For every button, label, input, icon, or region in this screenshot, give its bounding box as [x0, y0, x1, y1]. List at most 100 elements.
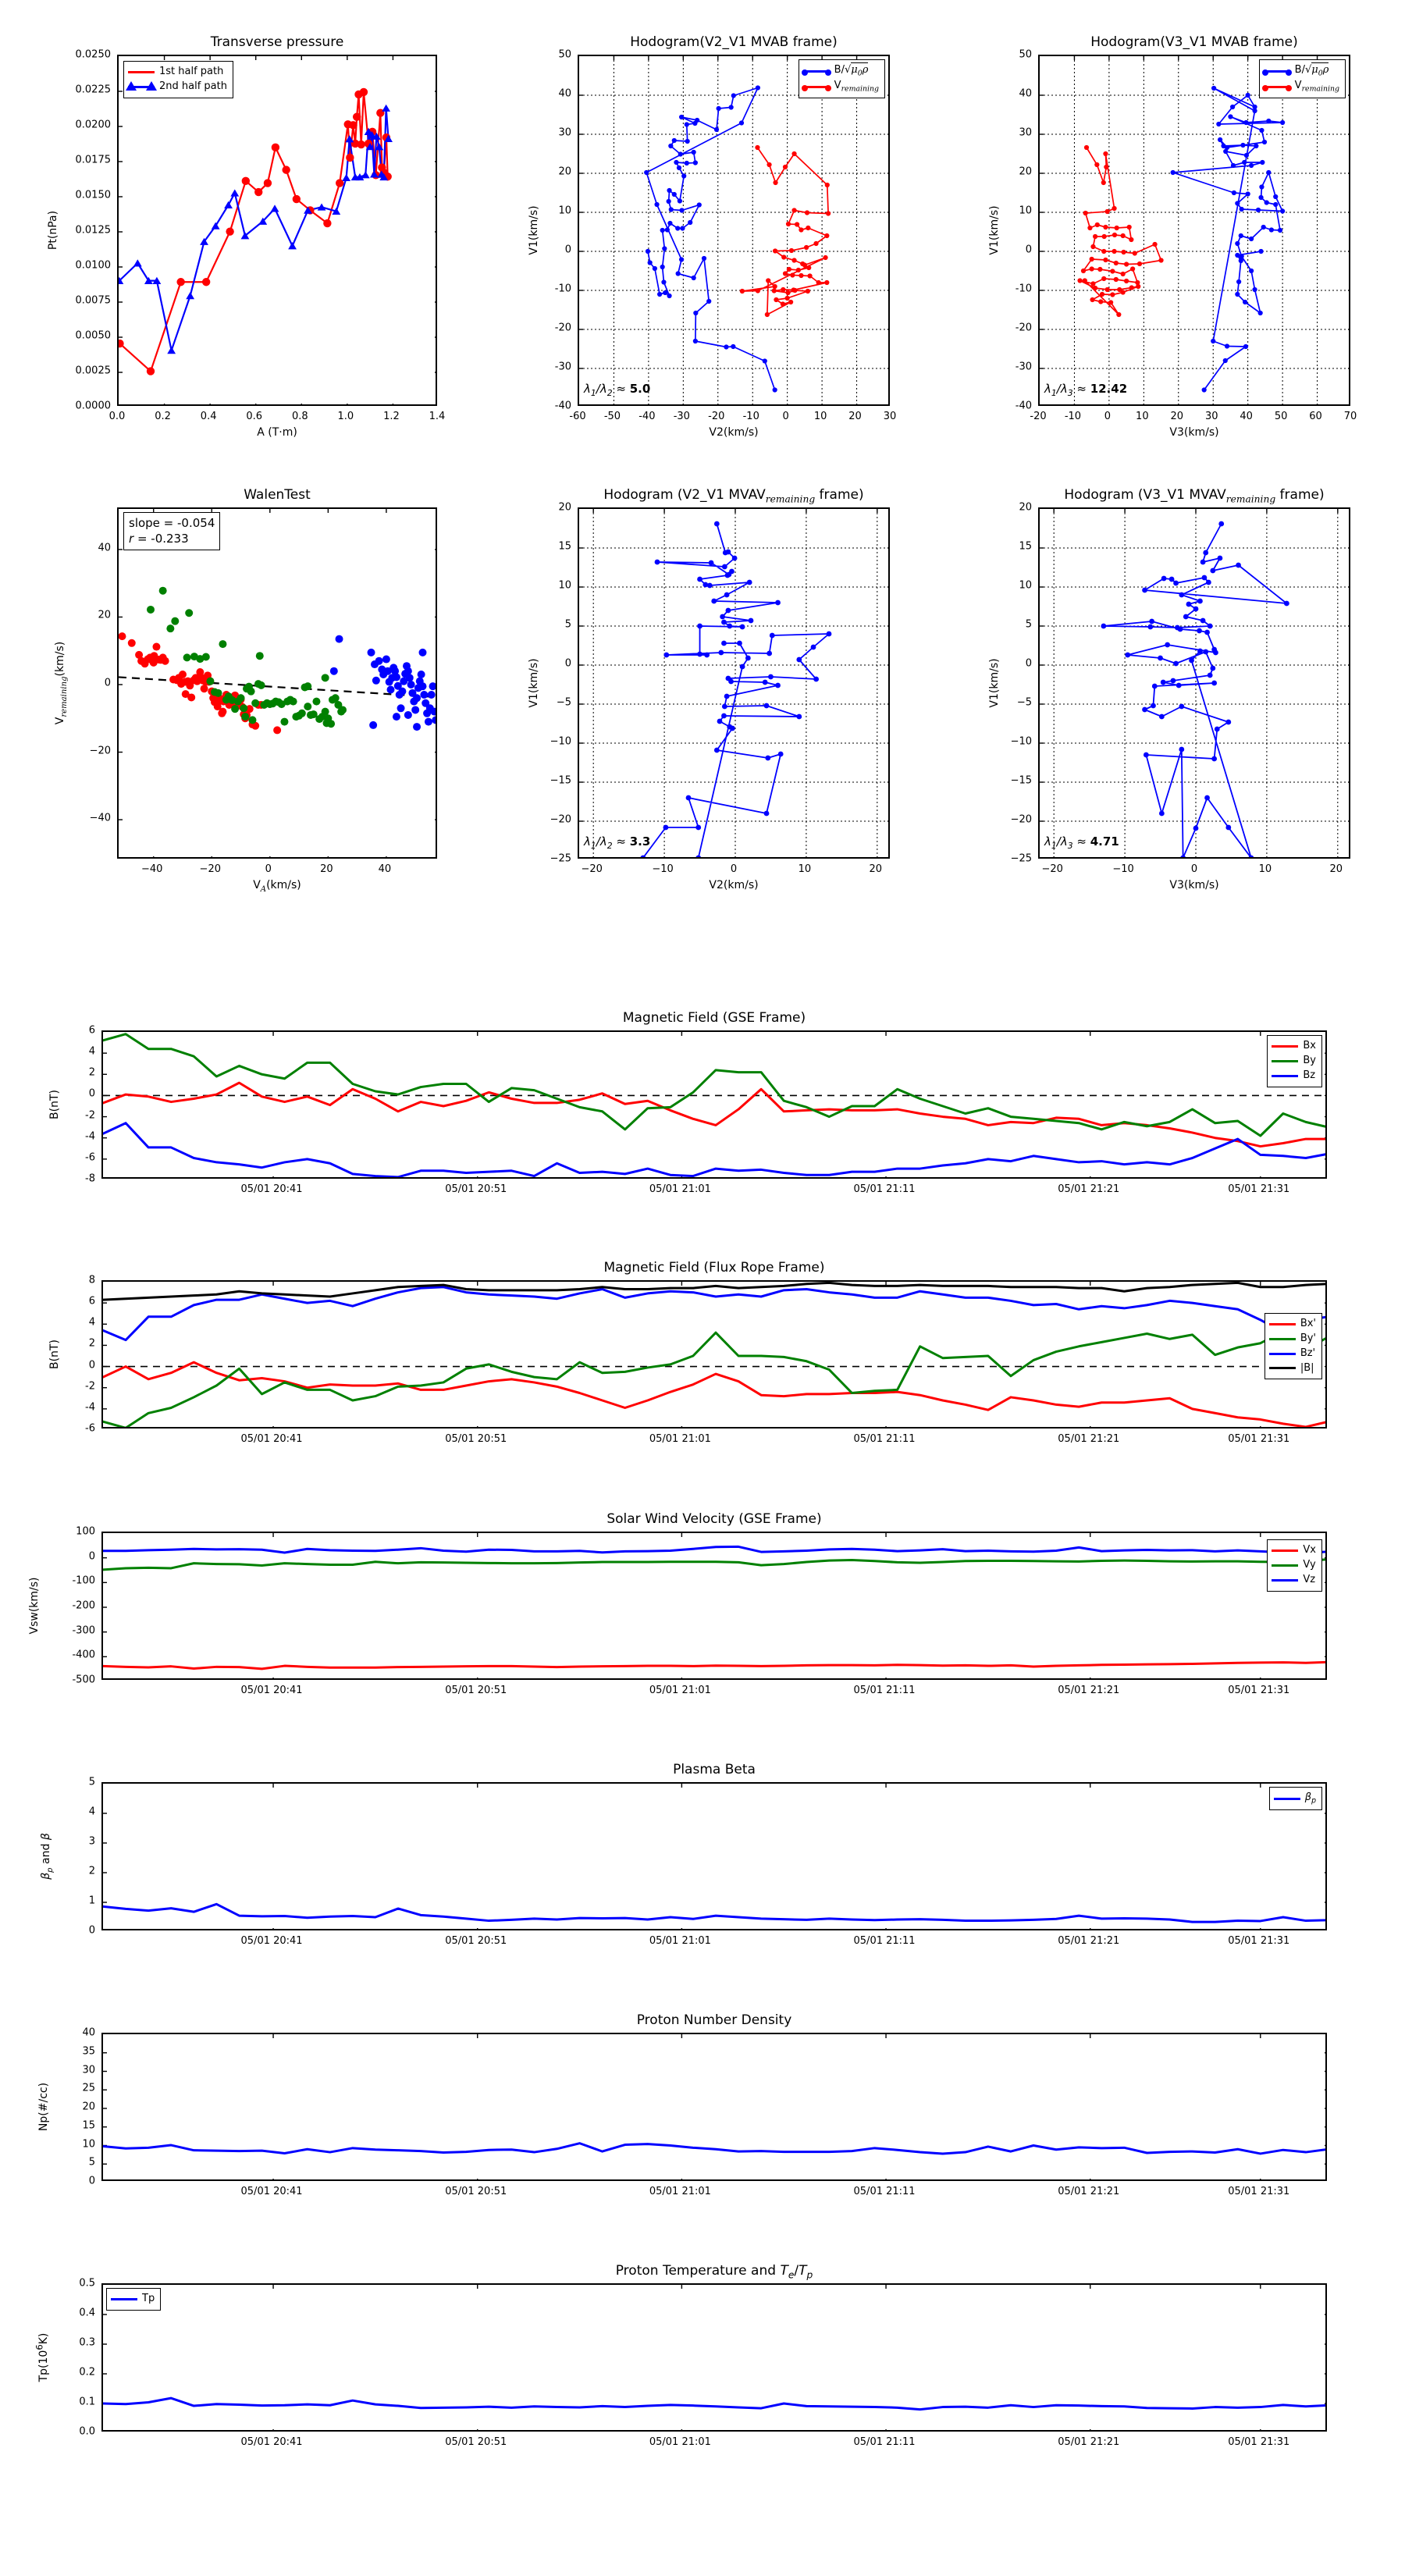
magnetic-field-gse-xtick: 05/01 21:01: [649, 1183, 711, 1195]
hodogram-v2v1-mvavr-ytick: 5: [564, 618, 571, 631]
hodogram-v2v1-mvab-ytick: -10: [554, 283, 571, 295]
transverse-pressure-ytick: 0.0025: [75, 365, 112, 377]
magnetic-field-flux-rope-xtick: 05/01 21:31: [1228, 1433, 1290, 1445]
hodogram-v3v1-mvab-xlabel: V3(km/s): [1169, 426, 1219, 439]
plasma-beta-xtick: 05/01 21:31: [1228, 1935, 1290, 1947]
proton-temperature-xtick: 05/01 20:51: [445, 2436, 507, 2448]
transverse-pressure-plot-area: [117, 55, 437, 406]
hodogram-v3v1-mvab-ytick: 0: [1025, 244, 1032, 256]
magnetic-field-flux-rope-plot-area: [101, 1280, 1327, 1429]
plasma-beta-ytick: 1: [88, 1895, 95, 1907]
proton-temperature-xtick: 05/01 21:21: [1058, 2436, 1120, 2448]
legend-entry: By': [1268, 1332, 1316, 1347]
hodogram-v3v1-mvab-xtick: 60: [1309, 411, 1322, 422]
plasma-beta-title: Plasma Beta: [673, 1762, 756, 1777]
proton-temperature: Proton Temperature and Te/Tp 05/01 20:41 0…: [34, 2263, 1327, 2448]
hodogram-v3v1-mvavr-xtick: −20: [1041, 863, 1063, 875]
hodogram-v3v1-mvab-xtick: 50: [1274, 411, 1288, 422]
hodogram-v2v1-mvavr-ytick: −20: [550, 813, 571, 826]
legend-entry: Vx: [1272, 1543, 1316, 1558]
legend-entry: |B|: [1268, 1361, 1316, 1376]
proton-temperature-title: Proton Temperature and Te/Tp: [615, 2263, 813, 2281]
legend-entry: βp: [1273, 1791, 1316, 1806]
hodogram-v2v1-mvavr-xlabel: V2(km/s): [709, 879, 759, 891]
hodogram-v2v1-mvavr-ytick: −25: [550, 852, 571, 865]
solar-wind-velocity-ytick: 0: [88, 1550, 95, 1563]
hodogram-v2v1-mvab-ytick: -40: [554, 400, 571, 412]
transverse-pressure-legend[interactable]: 1st half path 2nd half path: [123, 61, 233, 98]
proton-temperature-xtick: 05/01 21:31: [1228, 2436, 1290, 2448]
legend-label: βp: [1304, 1791, 1316, 1806]
proton-number-density-xtick: 05/01 20:51: [445, 2186, 507, 2197]
hodogram-v3v1-mvab: Hodogram(V3_V1 MVAB frame) -20 -10 0 10 20 30 4…: [988, 34, 1357, 439]
hodogram-v3v1-mvab-xtick: 0: [1104, 411, 1112, 422]
legend-label: Vremaining: [834, 80, 879, 94]
hodogram-v3v1-mvab-ytick: 30: [1019, 126, 1032, 139]
legend-entry: Vy: [1272, 1558, 1316, 1573]
legend-entry: Bx: [1272, 1039, 1316, 1054]
hodogram-v3v1-mvab-xtick: -20: [1030, 411, 1047, 422]
magnetic-field-flux-rope-ytick: 0: [88, 1359, 95, 1372]
proton-number-density-xtick: 05/01 20:41: [240, 2186, 303, 2197]
transverse-pressure-ytick: 0.0100: [75, 259, 112, 272]
magnetic-field-gse-ytick: 0: [88, 1087, 95, 1100]
transverse-pressure-xtick: 1.0: [337, 411, 354, 422]
hodogram-v2v1-mvab-xtick: -50: [603, 411, 621, 422]
magnetic-field-flux-rope-xtick: 05/01 20:41: [240, 1433, 303, 1445]
legend-label: |B|: [1300, 1361, 1314, 1374]
magnetic-field-gse-legend[interactable]: Bx By Bz: [1267, 1035, 1322, 1087]
hodogram-v3v1-mvavr-ytick: −20: [1010, 813, 1032, 826]
proton-temperature-legend[interactable]: Tp: [106, 2288, 162, 2311]
hodogram-v3v1-mvab-xtick: 40: [1240, 411, 1253, 422]
hodogram-v3v1-mvab-ytick: 50: [1019, 48, 1032, 61]
legend-entry: 1st half path: [128, 65, 227, 80]
magnetic-field-gse-xtick: 05/01 20:51: [445, 1183, 507, 1195]
transverse-pressure-ylabel: Pt(nPa): [47, 210, 59, 251]
hodogram-v2v1-mvab: Hodogram(V2_V1 MVAB frame) -60 -50 -40 -30 -2…: [528, 34, 896, 439]
solar-wind-velocity-xtick: 05/01 20:41: [240, 1685, 303, 1696]
magnetic-field-flux-rope-legend[interactable]: Bx' By' Bz' |B|: [1264, 1313, 1322, 1380]
legend-entry: B/√μ0ρ: [801, 62, 879, 79]
hodogram-v2v1-mvab-ytick: 10: [558, 205, 571, 217]
hodogram-v3v1-mvavr-xtick: 20: [1329, 863, 1343, 875]
hodogram-v3v1-mvab-ytick: -30: [1015, 361, 1032, 373]
magnetic-field-gse-xtick: 05/01 20:41: [240, 1183, 303, 1195]
hodogram-v2v1-mvab-xlabel: V2(km/s): [709, 426, 759, 439]
plasma-beta-ytick: 0: [88, 1924, 95, 1937]
hodogram-v3v1-mvab-xtick: -10: [1064, 411, 1082, 422]
magnetic-field-gse-ytick: -8: [85, 1172, 95, 1185]
proton-number-density-ytick: 15: [82, 2119, 95, 2132]
magnetic-field-flux-rope-ytick: 6: [88, 1295, 95, 1308]
solar-wind-velocity-legend[interactable]: Vx Vy Vz: [1267, 1539, 1322, 1592]
legend-entry: By: [1272, 1054, 1316, 1069]
plasma-beta: Plasma Beta 05/01 20:41 05/01 20:51 05/01 2…: [40, 1762, 1327, 1947]
magnetic-field-gse-ylabel: B(nT): [48, 1090, 61, 1119]
hodogram-v2v1-mvavr-plot-area: [578, 507, 890, 859]
legend-swatch: [1261, 69, 1292, 76]
magnetic-field-flux-rope-ytick: 8: [88, 1274, 95, 1286]
magnetic-field-flux-rope-ytick: 4: [88, 1316, 95, 1329]
transverse-pressure-xtick: 0.8: [291, 411, 308, 422]
transverse-pressure-xtick: 0.2: [155, 411, 171, 422]
hodogram-v3v1-mvab-legend[interactable]: B/√μ0ρ Vremaining: [1258, 59, 1346, 99]
transverse-pressure-ytick: 0.0175: [75, 154, 112, 166]
hodogram-v2v1-mvab-legend[interactable]: B/√μ0ρ Vremaining: [798, 59, 885, 99]
solar-wind-velocity-ytick: -500: [72, 1674, 95, 1686]
hodogram-v3v1-mvab-ytick: -40: [1015, 400, 1032, 412]
walen-r: r = -0.233: [129, 532, 189, 546]
hodogram-v3v1-mvavr-xtick: −10: [1112, 863, 1134, 875]
legend-swatch: [1268, 1352, 1296, 1355]
walen-test-ytick: 20: [98, 609, 111, 621]
plasma-beta-legend[interactable]: βp: [1268, 1787, 1322, 1811]
proton-temperature-ylabel: Tp(106K): [34, 2332, 50, 2382]
proton-number-density-ytick: 30: [82, 2064, 95, 2076]
plasma-beta-xtick: 05/01 20:51: [445, 1935, 507, 1947]
transverse-pressure-ytick: 0.0075: [75, 294, 112, 307]
plasma-beta-xtick: 05/01 21:21: [1058, 1935, 1120, 1947]
plasma-beta-xtick: 05/01 20:41: [240, 1935, 303, 1947]
proton-number-density-ytick: 40: [82, 2026, 95, 2039]
transverse-pressure-ytick: 0.0250: [75, 48, 112, 61]
walen-test-ytick: −20: [89, 745, 111, 757]
hodogram-v2v1-mvab-xtick: 10: [813, 411, 827, 422]
magnetic-field-flux-rope-ytick: 2: [88, 1337, 95, 1350]
